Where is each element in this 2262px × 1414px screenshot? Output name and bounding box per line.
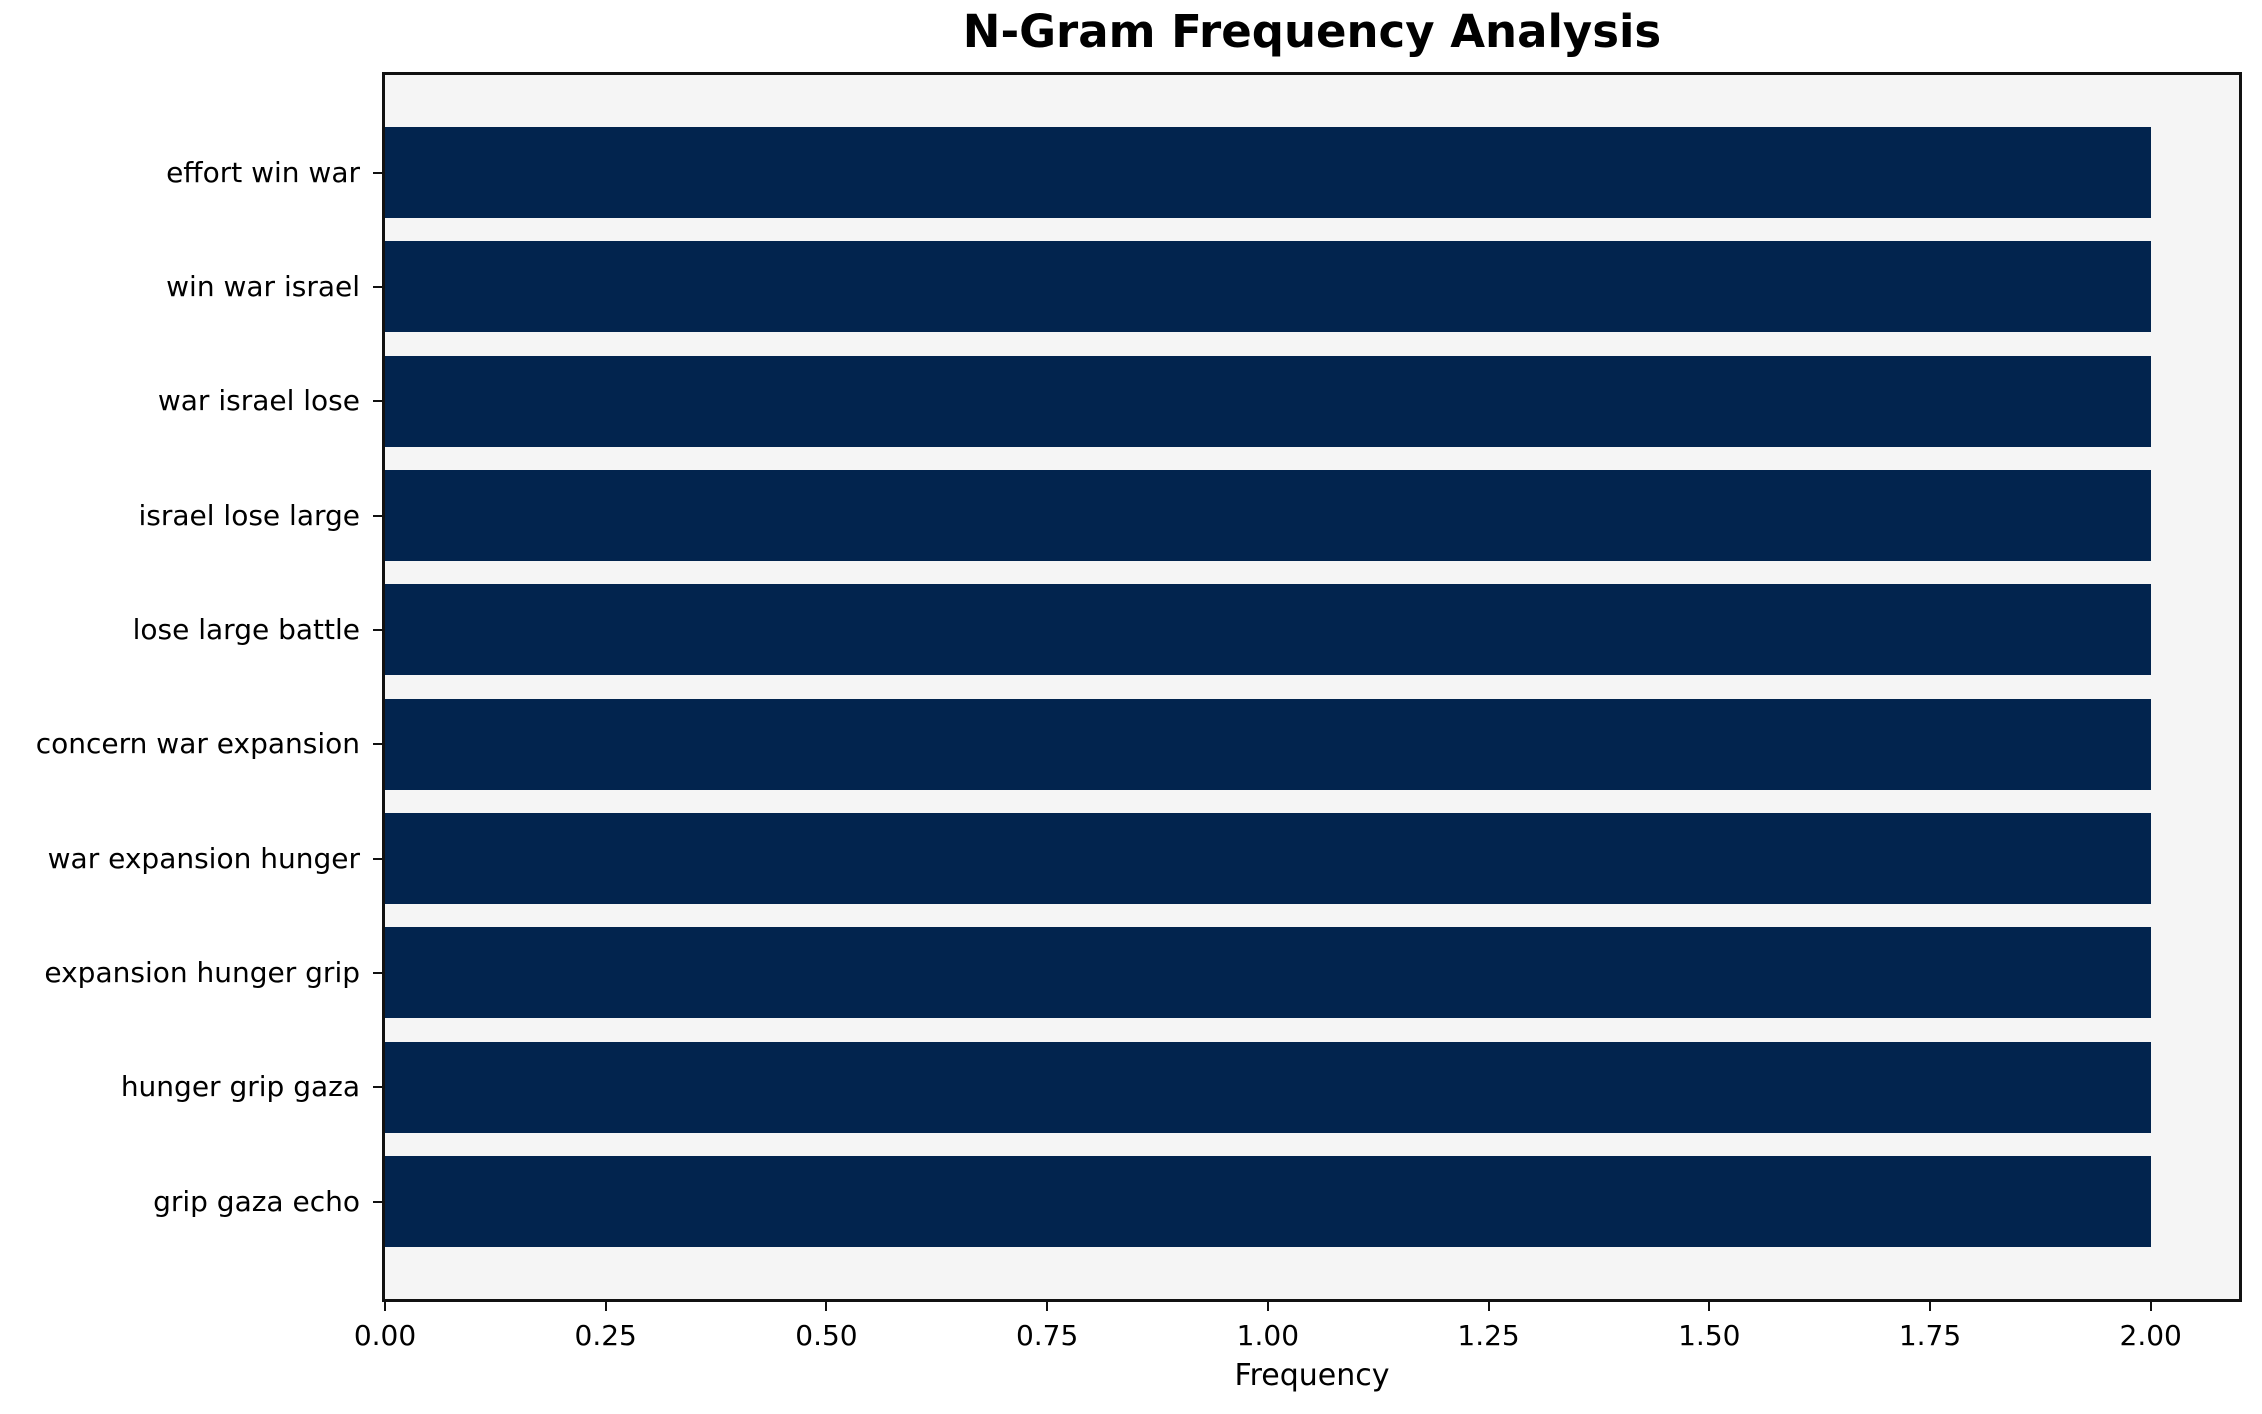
x-tick [1929,1302,1931,1311]
y-tick [373,971,382,974]
bar [385,1041,2151,1133]
y-tick [373,171,382,174]
bar [385,812,2151,904]
x-tick-label: 0.75 [1015,1319,1079,1352]
bar [385,584,2151,676]
y-tick-label: grip gaza echo [153,1184,360,1218]
bar [385,1155,2151,1247]
bar [385,698,2151,790]
x-tick-label: 2.00 [2119,1319,2182,1352]
x-tick-label: 1.50 [1678,1319,1741,1352]
x-tick-label: 0.00 [353,1319,417,1352]
x-axis-title: Frequency [1234,1358,1390,1393]
x-tick-label: 0.50 [795,1319,858,1352]
x-tick [1487,1302,1490,1311]
y-tick-label: lose large battle [132,612,360,646]
x-tick [2149,1302,2152,1311]
y-tick-label: hunger grip gaza [120,1070,360,1104]
bar [385,469,2151,561]
bar [385,927,2151,1019]
bar [385,355,2151,447]
y-tick-label: expansion hunger grip [44,955,360,989]
y-tick [373,400,382,403]
y-tick [373,743,382,746]
y-tick [373,285,382,288]
x-tick-label: 0.25 [574,1319,637,1352]
y-tick [373,857,382,860]
y-tick-label: win war israel [166,269,360,303]
y-tick-label: war expansion hunger [47,841,360,875]
x-tick-label: 1.25 [1457,1319,1520,1352]
y-tick-label: effort win war [166,155,360,189]
x-tick [1708,1302,1711,1311]
y-tick [373,514,382,517]
y-tick [373,1086,382,1089]
bar [385,241,2151,333]
bar [385,127,2151,218]
chart-title: N-Gram Frequency Analysis [962,5,1662,58]
y-tick-label: war israel lose [157,384,360,418]
y-tick-label: concern war expansion [35,727,360,761]
x-tick [825,1302,828,1311]
x-tick [384,1302,386,1311]
plot-area [382,72,2242,1302]
x-tick [1046,1302,1049,1311]
x-tick [604,1302,607,1311]
y-tick [373,628,382,631]
x-tick-label: 1.00 [1236,1319,1300,1352]
y-tick-label: israel lose large [138,498,360,532]
x-tick-label: 1.75 [1898,1319,1962,1352]
x-tick [1266,1302,1269,1311]
y-tick [373,1200,382,1203]
